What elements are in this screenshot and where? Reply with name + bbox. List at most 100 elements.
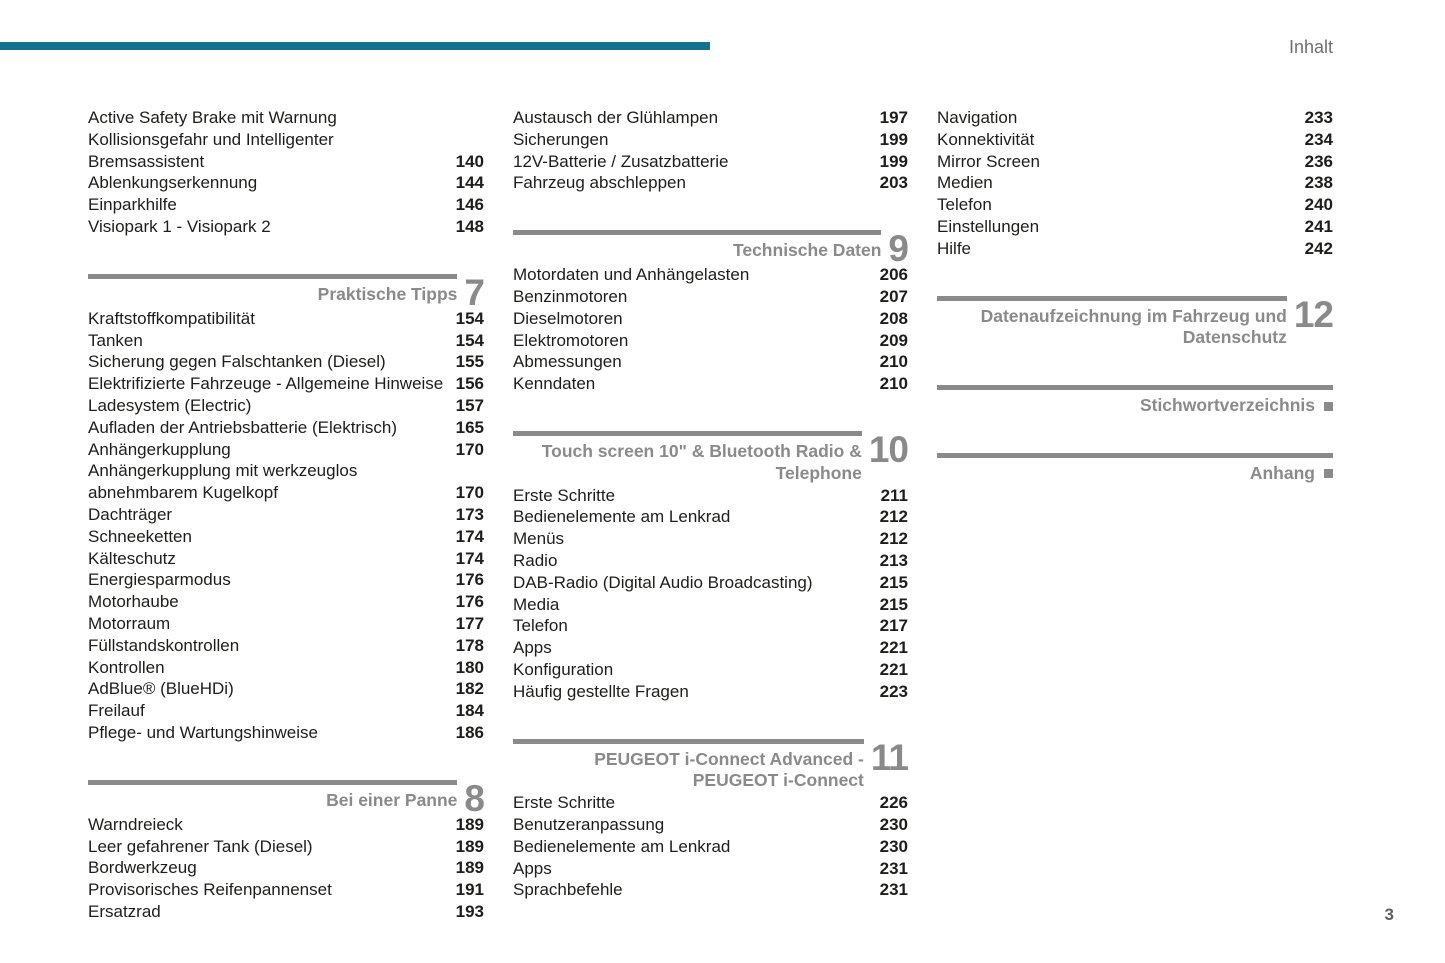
toc-entry-label: Einstellungen xyxy=(937,216,1040,236)
toc-entry-label: Energiesparmodus xyxy=(88,570,231,590)
toc-entry-label: Bordwerkzeug xyxy=(88,858,197,878)
section-header: Stichwortverzeichnis xyxy=(937,385,1333,417)
toc-entry-label: Elektrifizierte Fahrzeuge - Allgemeine H… xyxy=(88,374,444,394)
toc-entry-page: 148 xyxy=(455,216,484,236)
toc-entry: Motorraum 177 xyxy=(88,613,484,635)
section-header: PEUGEOT i-Connect Advanced - PEUGEOT i-C… xyxy=(513,738,909,793)
toc-entry-label: Leer gefahrener Tank (Diesel) xyxy=(88,836,313,856)
toc-entry-page: 154 xyxy=(455,308,484,328)
toc-entry-label: Media xyxy=(513,594,560,614)
toc-entry-label: Häufig gestellte Fragen xyxy=(513,681,689,701)
toc-entry: Füllstandskontrollen 178 xyxy=(88,635,484,657)
toc-entry: Erste Schritte 211 xyxy=(513,485,908,507)
chapter-number: 9 xyxy=(888,228,909,270)
toc-entry-page: 173 xyxy=(455,504,484,524)
toc-entry-label: Kraftstoffkompatibilität xyxy=(88,308,255,328)
toc-entry: Anhängerkupplung mit werkzeuglos abnehmb… xyxy=(88,460,484,504)
toc-entry: Erste Schritte 226 xyxy=(513,792,908,814)
toc-entry-label: Konnektivität xyxy=(937,129,1035,149)
toc-entry: Telefon 240 xyxy=(937,194,1333,216)
toc-entry: Navigation 233 xyxy=(937,107,1333,129)
toc-entry-label: Telefon xyxy=(937,195,992,215)
toc-entry-page: 191 xyxy=(455,880,484,900)
toc-entry-label: Mirror Screen xyxy=(937,151,1040,171)
toc-entry-label: Benzinmotoren xyxy=(513,286,628,306)
toc-entry: Sprachbefehle 231 xyxy=(513,879,908,901)
toc-entry: Benzinmotoren 207 xyxy=(513,286,908,308)
section-header-main: Datenaufzeichnung im Fahrzeug und Datens… xyxy=(937,295,1287,350)
toc-entry-label: Warndreieck xyxy=(88,814,183,834)
toc-entry-label: Visiopark 1 - Visiopark 2 xyxy=(88,216,271,236)
toc-entry: Einstellungen 241 xyxy=(937,216,1333,238)
toc-entry-label: Radio xyxy=(513,550,558,570)
toc-entry: Häufig gestellte Fragen 223 xyxy=(513,681,908,703)
toc-entry-page: 208 xyxy=(879,308,908,328)
toc-entry-page: 165 xyxy=(455,417,484,437)
index-marker-square-icon xyxy=(1324,401,1333,411)
section-title: Bei einer Panne xyxy=(326,789,458,810)
toc-entry-page: 144 xyxy=(455,173,484,193)
toc-entry-page: 212 xyxy=(879,507,908,527)
toc-entry: Pflege- und Wartungshinweise 186 xyxy=(88,722,484,744)
toc-entry-page: 221 xyxy=(879,659,908,679)
toc-entry-label: Motorhaube xyxy=(88,592,179,612)
toc-entry-page: 180 xyxy=(455,657,484,677)
section-rule xyxy=(513,430,862,436)
toc-entry: Schneeketten 174 xyxy=(88,526,484,548)
toc-entry-page: 146 xyxy=(455,195,484,215)
section-header-main: Touch screen 10" & Bluetooth Radio & Tel… xyxy=(513,430,862,485)
toc-entry: Austausch der Glühlampen 197 xyxy=(513,107,908,129)
toc-entry-page: 203 xyxy=(879,173,908,193)
section-title: Anhang xyxy=(1249,462,1315,483)
toc-entry-label: Füllstandskontrollen xyxy=(88,635,240,655)
toc-entry-label: Dieselmotoren xyxy=(513,308,623,328)
toc-entry-label: Konfiguration xyxy=(513,659,614,679)
toc-entry-page: 170 xyxy=(455,439,484,459)
section-header: Touch screen 10" & Bluetooth Radio & Tel… xyxy=(513,428,909,485)
toc-entry-page: 156 xyxy=(455,374,484,394)
toc-entry-label: Austausch der Glühlampen xyxy=(513,108,719,127)
section-header: Datenaufzeichnung im Fahrzeug und Datens… xyxy=(937,293,1334,350)
toc-entry-label: AdBlue® (BlueHDi) xyxy=(88,679,234,699)
toc-entry-label: Telefon xyxy=(513,616,568,636)
toc-entry-page: 182 xyxy=(455,679,484,699)
page-number: 3 xyxy=(1384,905,1394,924)
toc-entry: Radio 213 xyxy=(513,550,908,572)
section-rule xyxy=(937,385,1333,391)
toc-entry: Bordwerkzeug 189 xyxy=(88,857,484,879)
toc-entry: Benutzeranpassung 230 xyxy=(513,814,908,836)
toc-entry: AdBlue® (BlueHDi) 182 xyxy=(88,678,484,700)
toc-entry: Media 215 xyxy=(513,594,908,616)
chapter-number: 12 xyxy=(1293,293,1334,335)
accent-bar xyxy=(0,42,710,50)
toc-entry-page: 210 xyxy=(879,352,908,372)
section-rule xyxy=(513,230,882,236)
section-header-main: Bei einer Panne xyxy=(88,779,458,812)
toc-entry: Mirror Screen 236 xyxy=(937,151,1333,173)
toc-column-3: Navigation 233 Konnektivität 234 Mirror Scre… xyxy=(937,107,1334,485)
toc-entry-page: 230 xyxy=(879,814,908,834)
chapter-number: 10 xyxy=(868,428,909,470)
toc-entry-label: Aufladen der Antriebsbatterie (Elektrisc… xyxy=(88,417,397,437)
section-rule xyxy=(88,273,458,279)
toc-entry: Warndreieck 189 xyxy=(88,814,484,836)
toc-entry-label: Kontrollen xyxy=(88,657,165,677)
toc-entry: Leer gefahrener Tank (Diesel) 189 xyxy=(88,836,484,858)
toc-entry: Tanken 154 xyxy=(88,330,484,352)
toc-entry: Kontrollen 180 xyxy=(88,657,484,679)
section-title: PEUGEOT i-Connect Advanced - PEUGEOT i-C… xyxy=(594,748,864,791)
toc-entry: Provisorisches Reifenpannenset 191 xyxy=(88,879,484,901)
toc-entry-page: 242 xyxy=(1304,238,1333,258)
toc-entry-page: 189 xyxy=(455,836,484,856)
section-header-main: Anhang xyxy=(937,452,1333,485)
toc-entry-label: Hilfe xyxy=(937,238,972,258)
toc-entry-page: 186 xyxy=(455,722,484,742)
section-header-main: Stichwortverzeichnis xyxy=(937,385,1333,417)
toc-entry-page: 184 xyxy=(455,701,484,721)
toc-entry-label: Anhängerkupplung xyxy=(88,439,231,459)
toc-entry: Bedienelemente am Lenkrad 212 xyxy=(513,506,908,528)
toc-entry: Konfiguration 221 xyxy=(513,659,908,681)
toc-entry: Elektromotoren 209 xyxy=(513,330,908,352)
toc-entry-page: 177 xyxy=(455,613,484,633)
toc-entry: Bedienelemente am Lenkrad 230 xyxy=(513,836,908,858)
